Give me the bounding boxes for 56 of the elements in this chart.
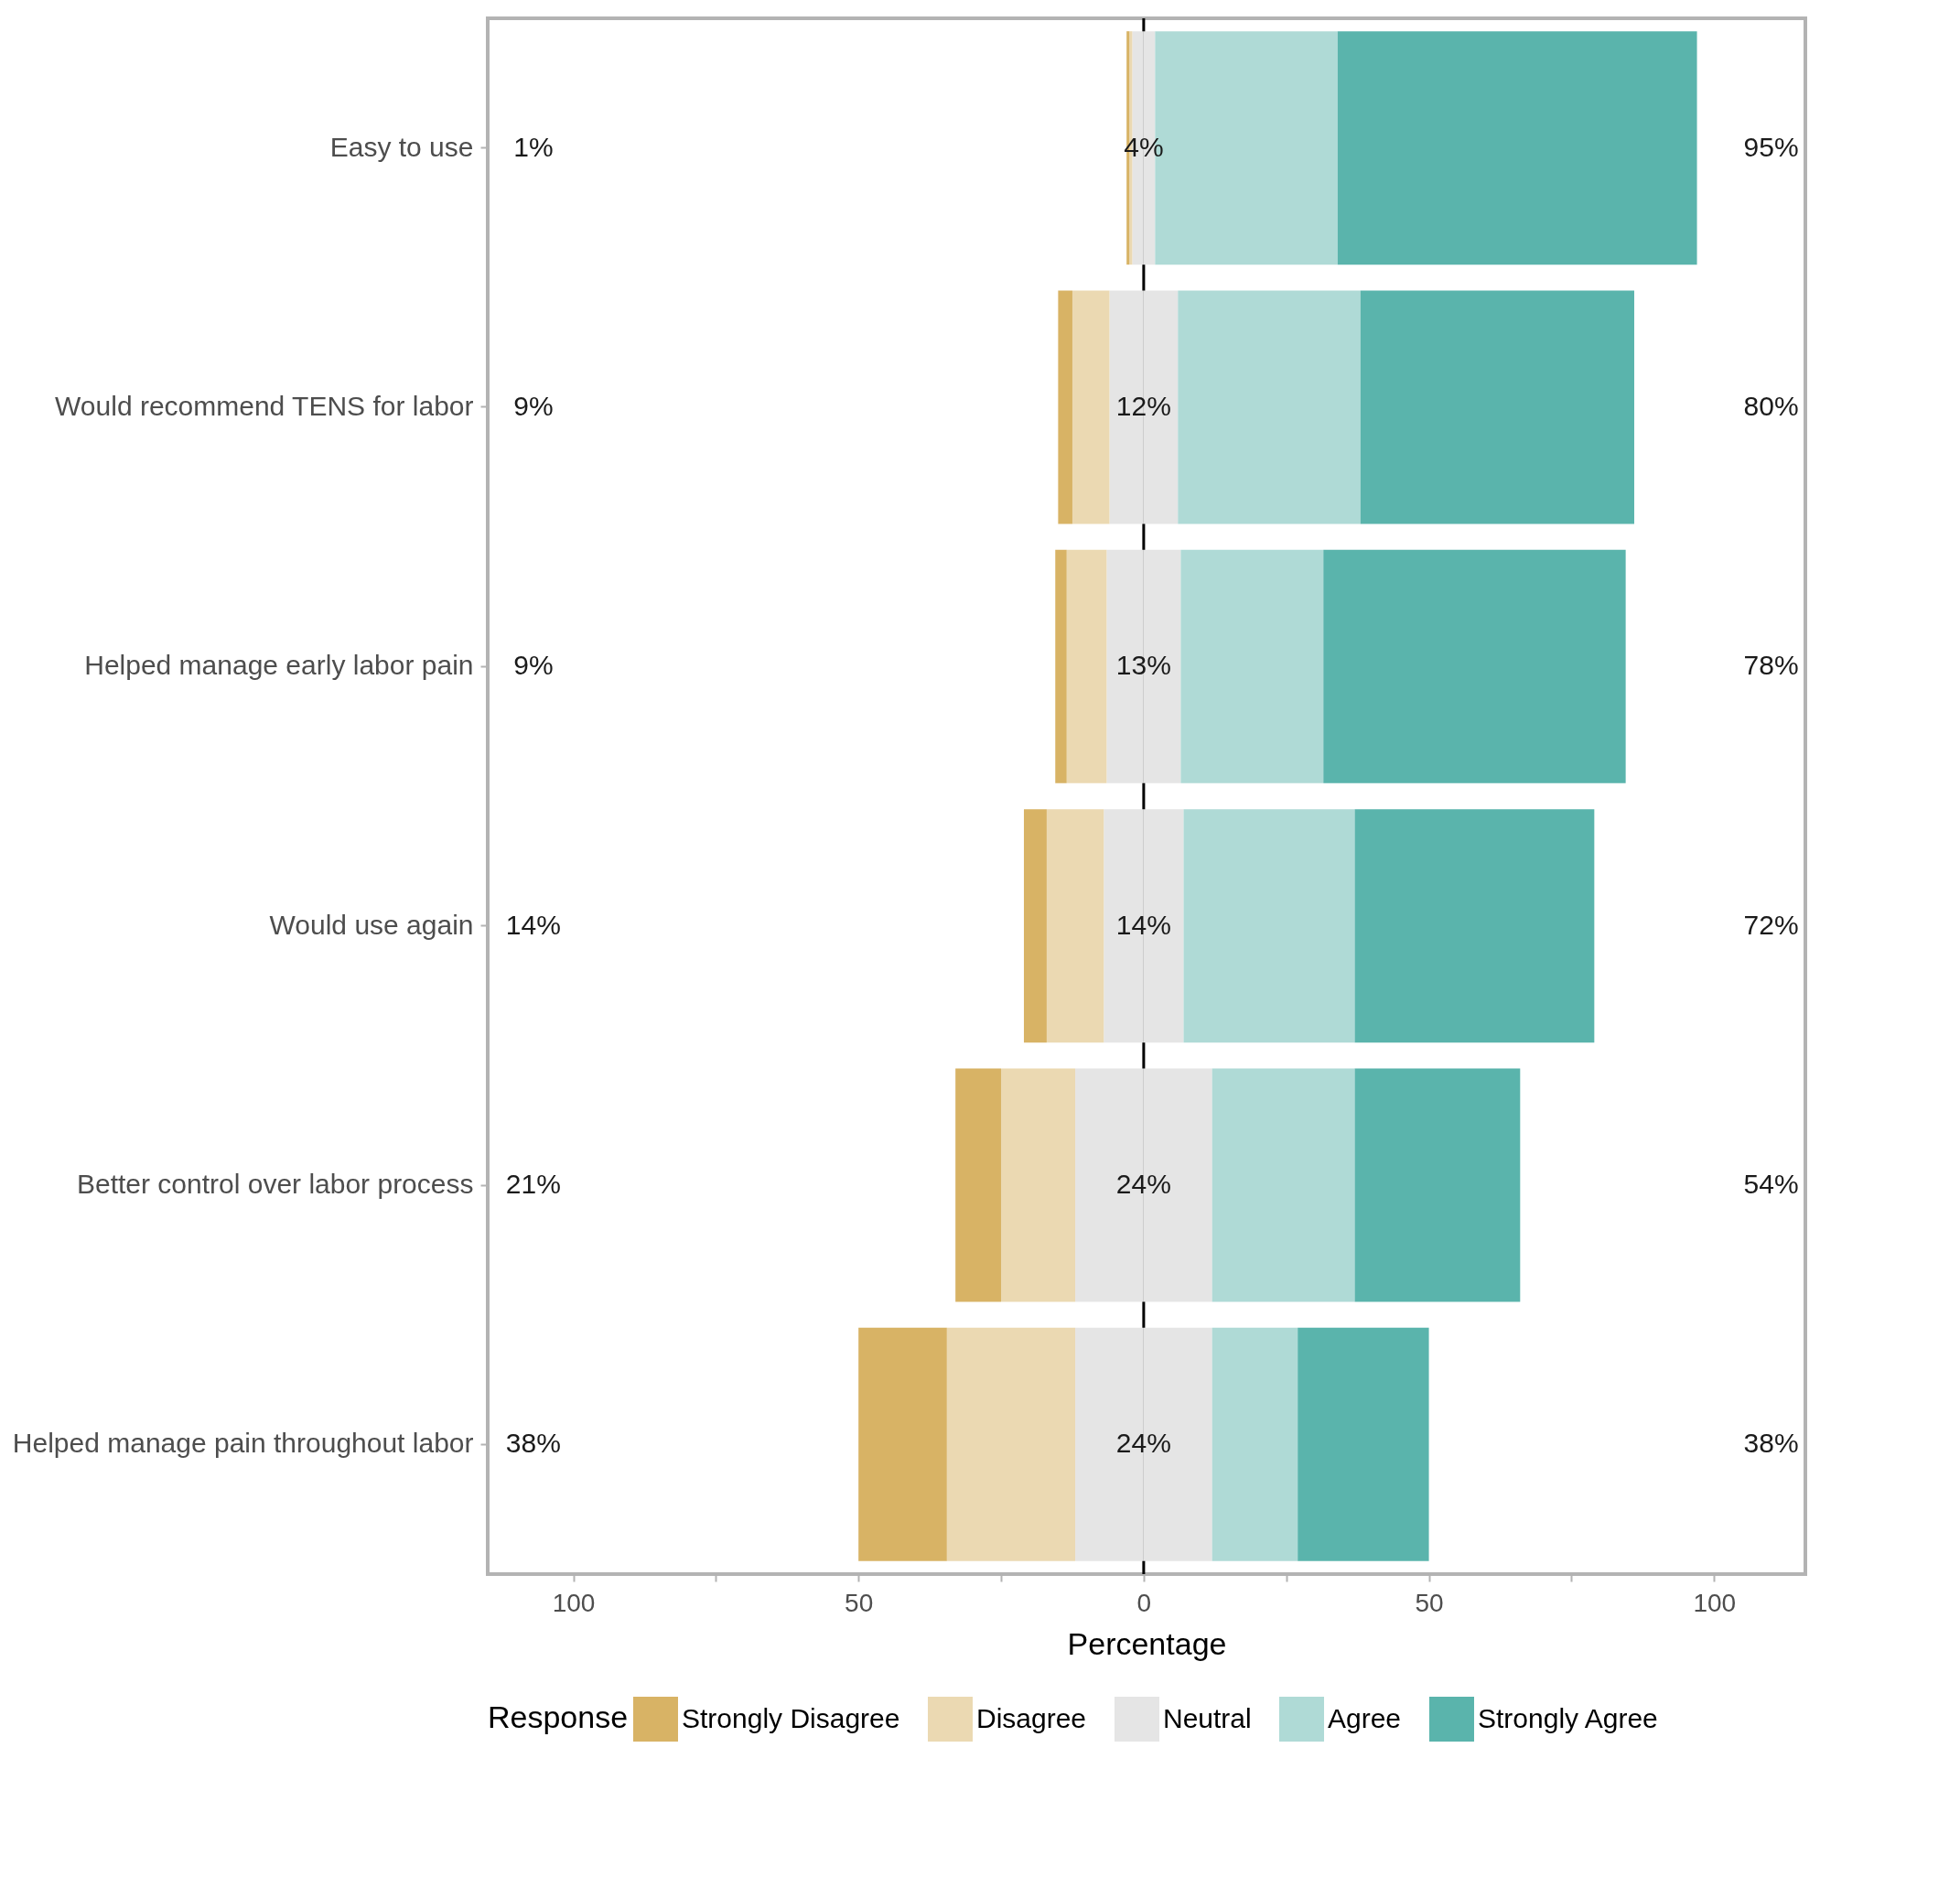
- annotation: 54%: [1743, 1169, 1799, 1199]
- bar: [1360, 290, 1634, 524]
- annotation: 38%: [505, 1428, 561, 1459]
- bar: [858, 1327, 947, 1561]
- x-tick-label: 100: [1693, 1588, 1737, 1617]
- bar: [1354, 1068, 1521, 1302]
- legend-label: Strongly Disagree: [682, 1702, 900, 1733]
- bar: [955, 1068, 1002, 1302]
- y-tick-label: Would use again: [269, 909, 474, 940]
- annotation: 24%: [1115, 1169, 1171, 1199]
- bar: [1178, 290, 1361, 524]
- bar: [1180, 549, 1324, 783]
- annotation: 24%: [1115, 1428, 1171, 1459]
- y-tick-label: Better control over labor process: [76, 1169, 474, 1199]
- bar: [1354, 809, 1595, 1043]
- bar: [1072, 290, 1110, 524]
- annotation: 1%: [513, 131, 554, 162]
- annotation: 14%: [1115, 909, 1171, 940]
- y-tick-label: Would recommend TENS for labor: [55, 391, 474, 421]
- legend-label: Agree: [1328, 1702, 1402, 1733]
- bar: [1046, 809, 1104, 1043]
- bar: [1337, 31, 1697, 265]
- legend-label: Strongly Agree: [1478, 1702, 1658, 1733]
- annotation: 9%: [513, 650, 554, 681]
- annotation: 95%: [1743, 131, 1799, 162]
- bar: [1212, 1327, 1298, 1561]
- bar: [1023, 809, 1047, 1043]
- x-tick-label: 50: [1415, 1588, 1444, 1617]
- annotation: 80%: [1743, 391, 1799, 421]
- x-tick-label: 0: [1136, 1588, 1152, 1617]
- bar: [1066, 549, 1107, 783]
- legend-label: Disagree: [976, 1702, 1087, 1733]
- annotation: 72%: [1743, 909, 1799, 940]
- bar: [1001, 1068, 1076, 1302]
- annotation: 21%: [505, 1169, 561, 1199]
- annotation: 38%: [1743, 1428, 1799, 1459]
- bar: [1323, 549, 1626, 783]
- y-tick-label: Easy to use: [329, 131, 474, 162]
- y-tick-label: Helped manage pain throughout labor: [12, 1428, 474, 1459]
- annotation: 14%: [505, 909, 561, 940]
- annotation: 13%: [1115, 650, 1171, 681]
- x-tick-label: 100: [552, 1588, 596, 1617]
- legend-title: Response: [488, 1699, 629, 1734]
- legend-label: Neutral: [1163, 1702, 1252, 1733]
- x-tick-label: 50: [845, 1588, 874, 1617]
- bar: [946, 1327, 1076, 1561]
- y-tick-label: Helped manage early labor pain: [84, 650, 474, 681]
- bar: [1212, 1068, 1355, 1302]
- bar: [1055, 549, 1067, 783]
- annotation: 78%: [1743, 650, 1799, 681]
- annotation: 12%: [1115, 391, 1171, 421]
- x-axis-title: Percentage: [1067, 1625, 1227, 1661]
- bar: [1183, 809, 1355, 1043]
- annotation: 9%: [513, 391, 554, 421]
- bar: [1298, 1327, 1429, 1561]
- bar: [1058, 290, 1072, 524]
